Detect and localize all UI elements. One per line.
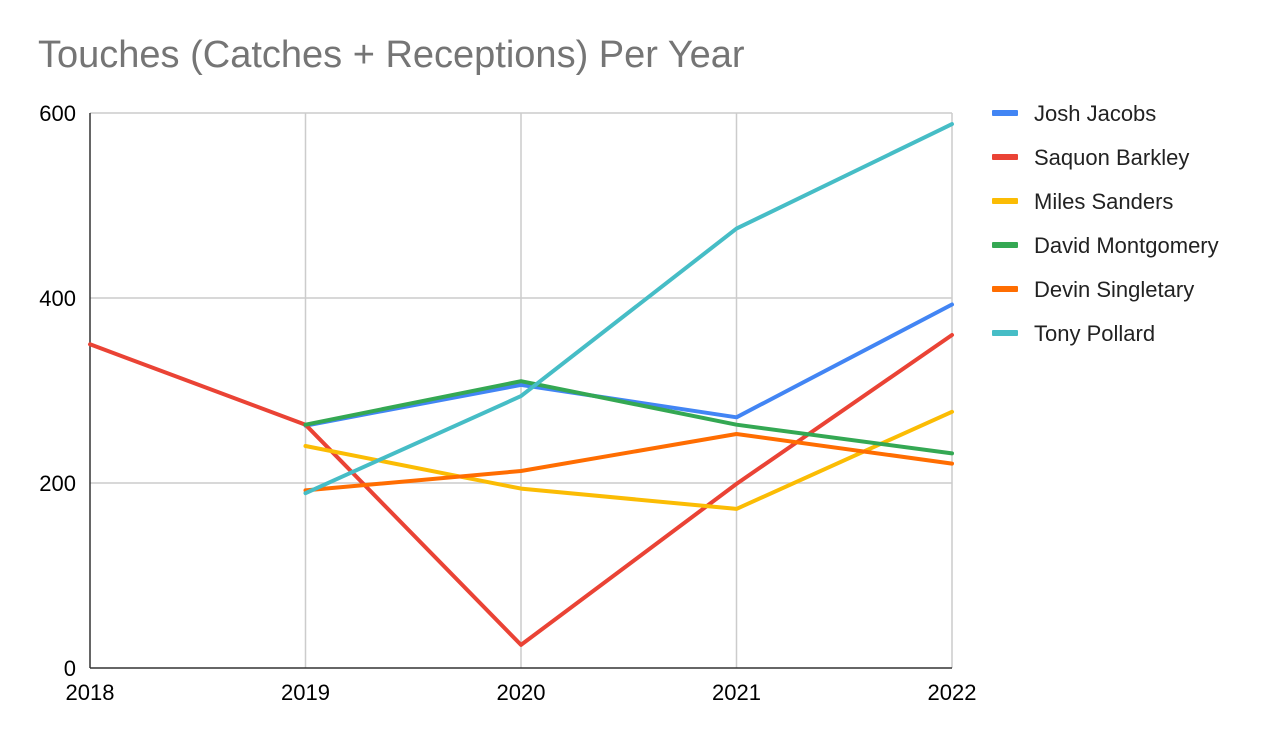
x-tick-label: 2018 <box>66 680 115 705</box>
series-line-tony-pollard <box>303 122 954 496</box>
series-line-david-montgomery <box>303 379 954 456</box>
legend-label: Devin Singletary <box>1034 277 1194 302</box>
y-tick-label: 200 <box>39 471 76 496</box>
legend-item-josh-jacobs: Josh Jacobs <box>992 101 1156 126</box>
series-lines <box>88 122 954 647</box>
x-tick-label: 2021 <box>712 680 761 705</box>
legend-item-tony-pollard: Tony Pollard <box>992 321 1155 346</box>
legend-swatch <box>992 154 1018 160</box>
legend-swatch <box>992 110 1018 116</box>
legend: Josh Jacobs Saquon Barkley Miles Sanders Da… <box>992 101 1219 346</box>
legend-item-david-montgomery: David Montgomery <box>992 233 1219 258</box>
legend-swatch <box>992 330 1018 336</box>
legend-label: Saquon Barkley <box>1034 145 1189 170</box>
legend-label: David Montgomery <box>1034 233 1219 258</box>
legend-label: Miles Sanders <box>1034 189 1173 214</box>
grid <box>90 112 953 668</box>
series-line-miles-sanders <box>303 409 954 511</box>
axes: 0 200 400 600 2018 2019 2020 2021 2022 <box>39 101 976 705</box>
x-tick-label: 2019 <box>281 680 330 705</box>
legend-label: Josh Jacobs <box>1034 101 1156 126</box>
legend-swatch <box>992 242 1018 248</box>
legend-swatch <box>992 198 1018 204</box>
x-tick-label: 2022 <box>928 680 977 705</box>
legend-swatch <box>992 286 1018 292</box>
y-tick-label: 0 <box>64 656 76 681</box>
y-tick-label: 400 <box>39 286 76 311</box>
legend-item-miles-sanders: Miles Sanders <box>992 189 1173 214</box>
y-tick-label: 600 <box>39 101 76 126</box>
series-line-josh-jacobs <box>303 302 954 428</box>
chart-title: Touches (Catches + Receptions) Per Year <box>38 34 745 76</box>
legend-label: Tony Pollard <box>1034 321 1155 346</box>
x-tick-label: 2020 <box>497 680 546 705</box>
legend-item-devin-singletary: Devin Singletary <box>992 277 1194 302</box>
legend-item-saquon-barkley: Saquon Barkley <box>992 145 1189 170</box>
series-line-devin-singletary <box>303 432 954 493</box>
